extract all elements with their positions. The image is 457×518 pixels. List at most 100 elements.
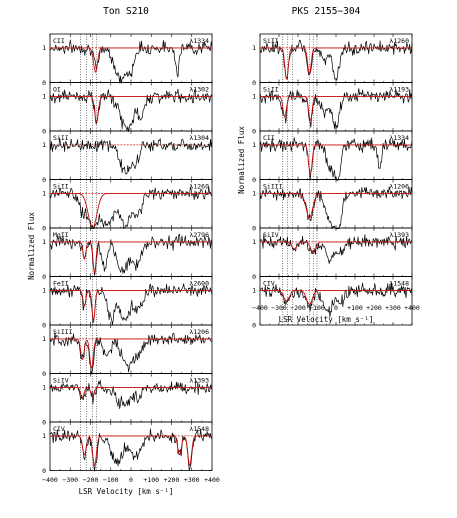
- wavelength-label: λ1548: [389, 280, 409, 288]
- y-tick-label: 1: [42, 287, 46, 295]
- y-tick-label: 0: [252, 273, 256, 281]
- model-fit-series: [260, 192, 412, 219]
- right-panel-5: 0 1 CIV λ1548: [252, 276, 413, 329]
- x-tick-label-6: +200: [366, 304, 382, 312]
- y-tick-label: 1: [252, 238, 256, 246]
- left-panel-5: 0 1 FeII λ2600: [42, 276, 213, 329]
- x-tick-label-6: +200: [164, 476, 180, 484]
- ion-label: SiIII: [263, 183, 283, 191]
- y-tick-label: 0: [42, 467, 46, 475]
- left-panel-7: 0 1 SiIV λ1393: [42, 373, 213, 426]
- wavelength-label: λ1260: [389, 37, 409, 45]
- panel-frame: [49, 421, 213, 471]
- x-tick-label-7: +300: [385, 304, 401, 312]
- x-tick-label-3: −100: [103, 476, 119, 484]
- y-tick-label: 0: [42, 224, 46, 232]
- wavelength-label: λ1548: [189, 425, 209, 433]
- y-tick-label: 1: [252, 141, 256, 149]
- wavelength-label: λ1334: [389, 134, 409, 142]
- y-tick-label: 0: [42, 321, 46, 329]
- model-fit-series: [50, 47, 212, 74]
- y-tick-label: 1: [252, 44, 256, 52]
- y-tick-label: 0: [42, 418, 46, 426]
- ion-label: CII: [53, 37, 65, 45]
- wavelength-label: λ1206: [189, 328, 209, 336]
- model-fit-series: [260, 95, 412, 122]
- spectrum-series: [49, 88, 213, 133]
- ion-label: SiIV: [53, 377, 69, 385]
- right-panel-4: 0 1 SiIV λ1393: [252, 227, 413, 281]
- right-panel-1: 0 1 SiII λ1193: [252, 82, 413, 135]
- wavelength-label: λ1206: [389, 183, 409, 191]
- x-tick-label-4: 0: [129, 476, 133, 484]
- wavelength-label: λ1334: [189, 37, 209, 45]
- left-panel-8: 0 1 CIV λ1548: [42, 421, 213, 475]
- model-fit-series: [50, 386, 212, 399]
- ion-label: FeII: [53, 280, 69, 288]
- spectrum-series: [49, 428, 213, 472]
- spectrum-series: [49, 186, 213, 230]
- model-fit-series: [260, 144, 412, 175]
- y-tick-label: 0: [252, 79, 256, 87]
- right-figure-title: PKS 2155−304: [292, 6, 361, 17]
- pks-2155-304-stack: PKS 2155−304 Normalized Flux LSR Velocit…: [237, 6, 420, 329]
- wavelength-label: λ1393: [189, 377, 209, 385]
- ton-s210-stack: Ton S210 Normalized Flux LSR Velocity [k…: [27, 6, 220, 496]
- panel-frame: [49, 33, 213, 83]
- y-tick-label: 1: [252, 93, 256, 101]
- wavelength-label: λ1304: [189, 134, 209, 142]
- wavelength-label: λ1393: [389, 231, 409, 239]
- x-tick-label-5: +100: [347, 304, 363, 312]
- y-tick-label: 0: [42, 79, 46, 87]
- model-fit-series: [50, 95, 212, 123]
- y-tick-label: 1: [252, 287, 256, 295]
- spectrum-series: [49, 137, 213, 175]
- panel-frame: [49, 324, 213, 374]
- spectrum-series: [49, 379, 213, 410]
- ion-label: OI: [53, 86, 61, 94]
- spectrum-series: [49, 233, 213, 276]
- right-panel-0: 0 1 SiII λ1260: [252, 33, 413, 87]
- y-tick-label: 1: [42, 141, 46, 149]
- left-panel-3: 0 1 SiII λ1260: [42, 179, 213, 232]
- y-tick-label: 0: [42, 370, 46, 378]
- y-tick-label: 0: [252, 127, 256, 135]
- spectrum-series: [259, 88, 413, 130]
- x-tick-label-0: −400: [42, 476, 58, 484]
- x-tick-label-2: −200: [83, 476, 99, 484]
- right-panels: 0 1 SiII λ1260 0 1 SiII λ1193 0 1 CII λ1334 0 1 SiIII λ…: [252, 33, 420, 329]
- left-x-axis-label: LSR Velocity [km s⁻¹]: [79, 487, 174, 496]
- right-x-axis-label: LSR Velocity [km s⁻¹]: [279, 315, 374, 324]
- spectrum-series: [49, 332, 213, 375]
- left-figure-title: Ton S210: [103, 6, 149, 17]
- model-fit-series: [260, 47, 412, 80]
- ion-label: SiII: [263, 37, 279, 45]
- right-panel-2: 0 1 CII λ1334: [252, 130, 413, 184]
- left-panel-4: 0 1 MgII λ2796: [42, 227, 213, 281]
- ion-label: SiII: [53, 183, 69, 191]
- wavelength-label: λ1260: [189, 183, 209, 191]
- spectrum-series: [259, 282, 413, 318]
- x-tick-label-1: −300: [271, 304, 287, 312]
- left-panel-1: 0 1 OI λ1302: [42, 82, 213, 135]
- left-panels: 0 1 CII λ1334 0 1 OI λ1302 0 1 SiII λ1304 0 1 SiII λ126…: [42, 33, 220, 484]
- y-tick-label: 1: [252, 190, 256, 198]
- x-tick-label-2: −200: [290, 304, 306, 312]
- x-tick-label-7: +300: [184, 476, 200, 484]
- left-panel-0: 0 1 CII λ1334: [42, 33, 213, 87]
- x-tick-label-3: −100: [309, 304, 325, 312]
- x-tick-label-1: −300: [62, 476, 78, 484]
- left-panel-6: 0 1 SiIII λ1206: [42, 324, 213, 378]
- ion-label: MgII: [53, 231, 69, 239]
- x-tick-label-0: −400: [252, 304, 268, 312]
- y-tick-label: 0: [252, 321, 256, 329]
- panel-frame: [49, 179, 213, 229]
- ion-label: CIV: [263, 280, 275, 288]
- right-panel-3: 0 1 SiIII λ1206: [252, 179, 413, 232]
- x-tick-label-4: 0: [334, 304, 338, 312]
- ion-label: CIV: [53, 425, 65, 433]
- x-tick-label-8: +400: [404, 304, 420, 312]
- ion-label: SiIII: [53, 328, 73, 336]
- y-tick-label: 1: [42, 432, 46, 440]
